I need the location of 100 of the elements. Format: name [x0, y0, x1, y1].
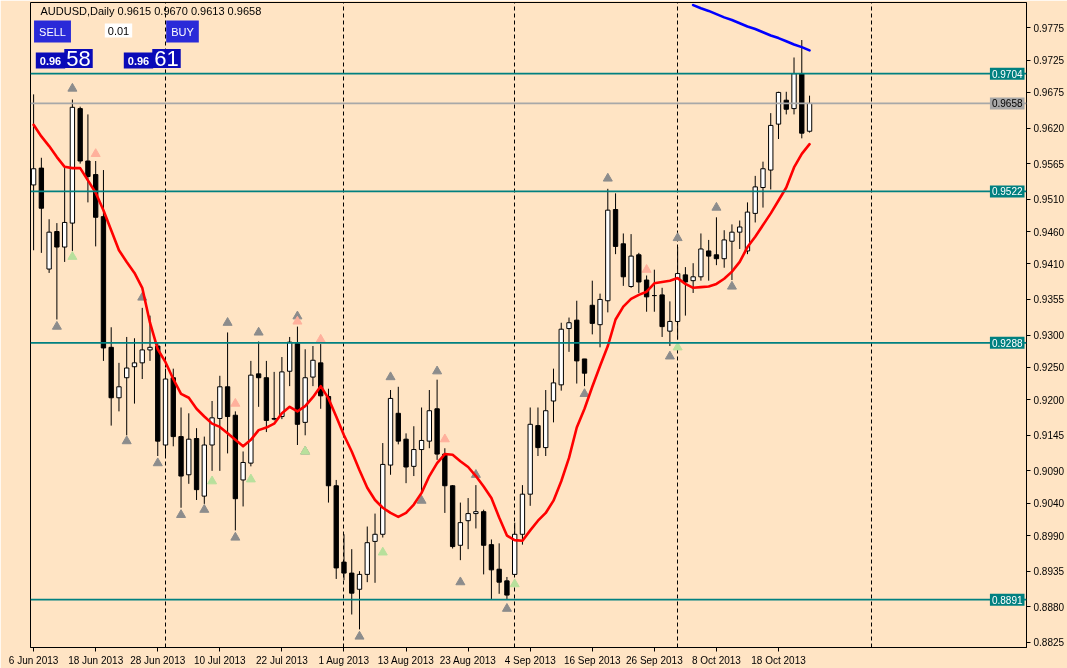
point	[222, 317, 233, 326]
candlestick	[271, 371, 277, 421]
point	[176, 509, 187, 518]
candlestick	[85, 113, 91, 203]
annotation: 0.96	[127, 54, 150, 67]
candlestick	[116, 362, 122, 412]
x-tick-label: 18 Oct 2013	[751, 654, 807, 666]
ref-line-label: 0.9522	[991, 186, 1023, 198]
point	[90, 148, 101, 157]
candlestick	[550, 368, 557, 423]
point	[67, 82, 78, 92]
line-series	[691, 3, 811, 52]
x-tick-label: 1 Aug 2013	[318, 654, 370, 666]
point	[641, 263, 652, 273]
candlestick	[418, 406, 425, 492]
x-tick-label: 4 Sep 2013	[504, 654, 557, 666]
y-tick-label: 0.9355	[1033, 294, 1065, 306]
candlestick	[581, 358, 588, 387]
point	[432, 365, 443, 375]
point	[253, 326, 264, 336]
annotation: SELL	[39, 25, 66, 38]
y-tick-label: 0.9300	[1033, 330, 1065, 342]
x-tick-label: 22 Jul 2013	[256, 654, 309, 666]
candlestick	[147, 315, 153, 362]
point	[51, 320, 62, 330]
ref-line-label: 0.9704	[991, 68, 1023, 80]
candlestick	[667, 300, 673, 347]
candlestick	[372, 513, 378, 584]
y-tick-label: 0.9200	[1033, 394, 1065, 406]
x-tick-label: 26 Sep 2013	[626, 654, 684, 666]
candlestick	[465, 497, 471, 550]
point	[230, 397, 241, 407]
candlestick	[566, 317, 572, 353]
x-tick-label: 28 Jun 2013	[130, 654, 186, 666]
candlestick	[721, 229, 727, 269]
line-series	[32, 123, 811, 543]
point	[152, 457, 163, 467]
candlestick	[690, 262, 696, 294]
candlestick	[310, 345, 316, 387]
point	[354, 630, 365, 640]
x-tick-label: 10 Jul 2013	[193, 654, 247, 666]
point	[664, 350, 675, 360]
ref-line-label: 0.9658	[991, 98, 1023, 110]
candlestick	[504, 576, 510, 600]
y-tick-label: 0.8825	[1033, 637, 1065, 649]
point	[385, 371, 396, 381]
candlestick	[54, 222, 60, 320]
candlestick	[124, 336, 130, 436]
candlestick	[139, 307, 145, 380]
point	[199, 504, 210, 513]
y-tick-label: 0.9675	[1033, 87, 1065, 99]
point	[579, 388, 590, 397]
candlestick	[737, 220, 743, 250]
candlestick	[240, 450, 246, 507]
annotation: 0.96	[39, 54, 62, 67]
x-tick-label: 23 Aug 2013	[439, 654, 497, 666]
x-tick-label: 18 Jun 2013	[68, 654, 124, 666]
point	[315, 333, 326, 343]
point	[292, 315, 303, 325]
y-tick-label: 0.8880	[1033, 601, 1065, 613]
annotation: 58	[66, 46, 91, 71]
y-tick-label: 0.9510	[1033, 194, 1065, 206]
point	[711, 201, 722, 211]
x-tick-label: 6 Jun 2013	[8, 654, 59, 666]
point	[67, 251, 78, 260]
candlestick	[473, 484, 479, 529]
candlestick	[760, 161, 766, 209]
candlestick	[356, 570, 363, 630]
candlestick	[131, 337, 138, 405]
point	[121, 435, 132, 445]
annotation: 0.01	[107, 24, 130, 37]
point	[416, 494, 427, 504]
annotation: 61	[154, 46, 179, 71]
chart-title: AUDUSD,Daily 0.9615 0.9670 0.9613 0.9658	[40, 4, 262, 17]
y-tick-label: 0.9040	[1033, 498, 1065, 510]
ref-line-label: 0.9288	[991, 337, 1023, 349]
candlestick	[682, 266, 689, 317]
annotation: BUY	[171, 25, 195, 38]
candlestick	[457, 502, 464, 561]
y-tick-label: 0.8935	[1033, 566, 1065, 578]
candlestick	[496, 542, 502, 595]
point	[230, 531, 241, 541]
point	[207, 475, 218, 485]
point	[602, 172, 613, 182]
candlestick	[535, 406, 541, 457]
candlestick	[411, 425, 417, 477]
candlestick	[341, 533, 347, 581]
y-tick-label: 0.9725	[1033, 55, 1065, 67]
y-tick-label: 0.9090	[1033, 465, 1065, 477]
y-tick-label: 0.9775	[1033, 22, 1065, 34]
y-tick-label: 0.9620	[1033, 123, 1065, 135]
point	[501, 602, 512, 612]
point	[455, 576, 466, 586]
point	[377, 546, 388, 556]
candlestick	[729, 223, 735, 281]
ref-line-label: 0.8891	[991, 594, 1023, 606]
candlestick	[589, 280, 595, 335]
point	[726, 280, 737, 290]
point	[245, 473, 256, 483]
y-tick-label: 0.9565	[1033, 158, 1065, 170]
